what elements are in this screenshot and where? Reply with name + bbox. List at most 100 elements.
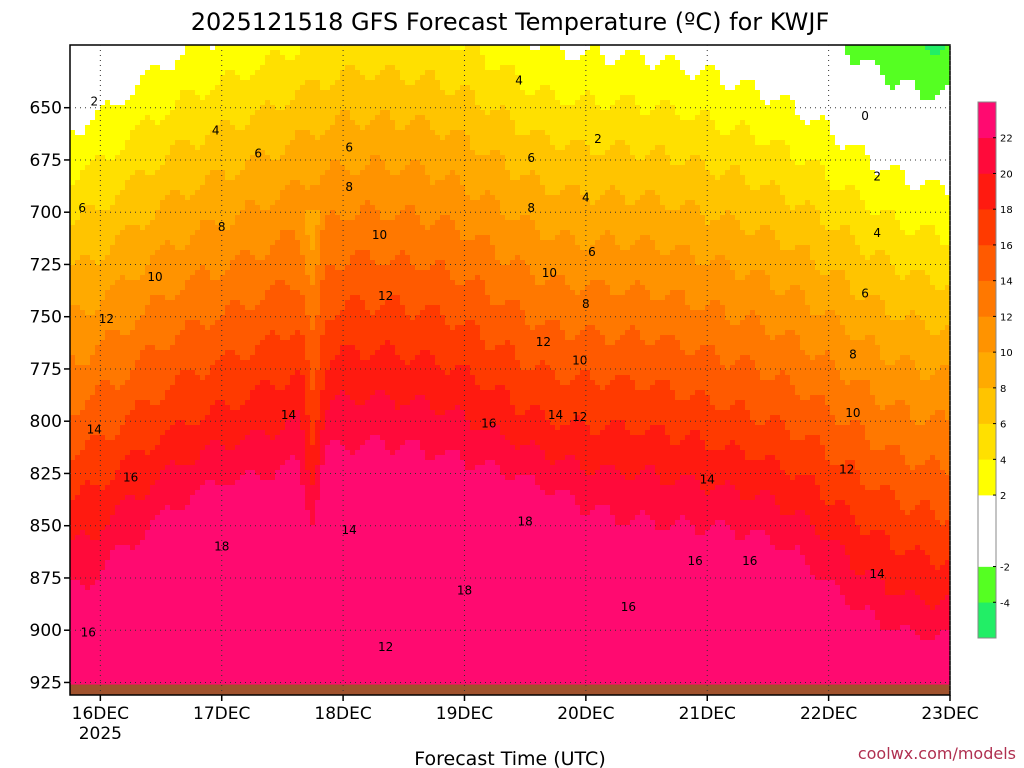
y-tick-label: 925 xyxy=(30,673,62,693)
colorbar-swatch xyxy=(978,102,996,139)
colorbar-swatch xyxy=(978,280,996,317)
contour-label: 14 xyxy=(870,567,885,581)
x-tick-label: 22DEC xyxy=(800,704,857,724)
colorbar-label: 2 xyxy=(1000,491,1006,502)
contour-label: 10 xyxy=(372,228,387,242)
contour-label: 4 xyxy=(212,124,220,138)
contour-label: 16 xyxy=(621,600,636,614)
contour-label: 6 xyxy=(861,287,869,301)
contour-label: 6 xyxy=(527,151,535,165)
colorbar-swatch xyxy=(978,244,996,281)
source-watermark: coolwx.com/models xyxy=(858,744,1016,763)
x-tick-label: 19DEC xyxy=(436,704,493,724)
contour-label: 12 xyxy=(378,289,393,303)
contour-label: 12 xyxy=(378,640,393,654)
colorbar-label: 10 xyxy=(1000,348,1013,359)
contour-label: 12 xyxy=(99,312,114,326)
contour-label: 10 xyxy=(147,270,162,284)
colorbar-label: 12 xyxy=(1000,312,1013,323)
y-tick-label: 650 xyxy=(30,99,62,119)
contour-label: 0 xyxy=(861,109,869,123)
y-tick-label: 750 xyxy=(30,308,62,328)
contour-label: 12 xyxy=(839,462,854,476)
y-tick-label: 850 xyxy=(30,517,62,537)
x-tick-label: 21DEC xyxy=(679,704,736,724)
contour-label: 2 xyxy=(873,170,881,184)
colorbar-label: -4 xyxy=(1000,598,1010,609)
y-tick-label: 875 xyxy=(30,569,62,589)
axes: 650 675 700 725 750 775 800 825 850 875 900 925 16DE… xyxy=(30,44,979,744)
colorbar-label: -2 xyxy=(1000,563,1010,574)
contour-label: 18 xyxy=(214,540,229,554)
contour-label: 4 xyxy=(515,74,523,88)
colorbar-label: 4 xyxy=(1000,455,1006,466)
contour-label: 14 xyxy=(700,473,715,487)
contour-label: 10 xyxy=(845,406,860,420)
colorbar-swatch xyxy=(978,173,996,210)
colorbar: -4 -2 2 4 6 8 10 12 14 16 18 20 22 xyxy=(977,101,1013,639)
contour-label: 14 xyxy=(548,408,563,422)
colorbar-swatch xyxy=(978,352,996,389)
contour-label: 6 xyxy=(345,140,353,154)
y-tick-label: 675 xyxy=(30,151,62,171)
x-tick-label: 16DEC xyxy=(72,704,129,724)
contour-label: 12 xyxy=(572,410,587,424)
plot-area xyxy=(70,45,951,696)
contour-label: 10 xyxy=(542,266,557,280)
colorbar-swatch xyxy=(978,316,996,353)
contour-labels: 2 2 2 0 4 4 4 4 6 6 6 6 6 6 8 8 8 8 8 10 10 10 10 10 12 12 12 12 12 1… xyxy=(78,74,884,654)
y-tick-label: 800 xyxy=(30,412,62,432)
x-tick-label: 20DEC xyxy=(557,704,614,724)
contour-label: 14 xyxy=(342,523,357,537)
colorbar-swatch xyxy=(978,566,996,603)
x-year-label: 2025 xyxy=(79,724,122,744)
contour-label: 16 xyxy=(481,416,496,430)
contour-label: 8 xyxy=(218,220,226,234)
colorbar-label: 6 xyxy=(1000,420,1006,431)
contour-label: 16 xyxy=(742,554,757,568)
y-tick-label: 825 xyxy=(30,464,62,484)
colorbar-label: 16 xyxy=(1000,241,1013,252)
colorbar-swatch xyxy=(978,495,996,532)
colorbar-swatch xyxy=(978,459,996,496)
x-tick-label: 17DEC xyxy=(193,704,250,724)
chart-title: 2025121518 GFS Forecast Temperature (ºC)… xyxy=(191,8,830,36)
colorbar-swatch xyxy=(978,137,996,174)
contour-label: 8 xyxy=(849,347,857,361)
contour-label: 18 xyxy=(518,515,533,529)
colorbar-swatch xyxy=(978,209,996,246)
colorbar-swatch xyxy=(978,602,996,639)
colorbar-swatch xyxy=(978,387,996,424)
contour-label: 6 xyxy=(588,245,596,259)
contour-label: 14 xyxy=(281,408,296,422)
ground-terrain xyxy=(70,684,950,695)
contour-label: 14 xyxy=(87,423,102,437)
contour-label: 2 xyxy=(90,94,98,108)
colorbar-label: 18 xyxy=(1000,205,1013,216)
x-tick-label: 18DEC xyxy=(314,704,371,724)
colorbar-label: 14 xyxy=(1000,277,1013,288)
x-axis-label: Forecast Time (UTC) xyxy=(414,748,605,768)
y-tick-label: 900 xyxy=(30,621,62,641)
contour-label: 10 xyxy=(572,354,587,368)
y-tick-label: 700 xyxy=(30,203,62,223)
y-tick-label: 725 xyxy=(30,255,62,275)
contour-label: 4 xyxy=(582,191,590,205)
colorbar-frame xyxy=(977,101,997,639)
contour-label: 8 xyxy=(345,180,353,194)
colorbar-label: 20 xyxy=(1000,169,1013,180)
colorbar-label: 22 xyxy=(1000,134,1013,145)
contour-label: 12 xyxy=(536,335,551,349)
contour-label: 16 xyxy=(81,625,96,639)
colorbar-swatch xyxy=(978,530,996,567)
y-tick-label: 775 xyxy=(30,360,62,380)
contour-label: 4 xyxy=(873,226,881,240)
contour-label: 2 xyxy=(594,132,602,146)
contour-label: 6 xyxy=(254,147,262,161)
contour-label: 16 xyxy=(123,471,138,485)
x-tick-label: 23DEC xyxy=(921,704,978,724)
contour-label: 8 xyxy=(527,201,535,215)
colorbar-swatch xyxy=(978,423,996,460)
contour-label: 6 xyxy=(78,201,86,215)
